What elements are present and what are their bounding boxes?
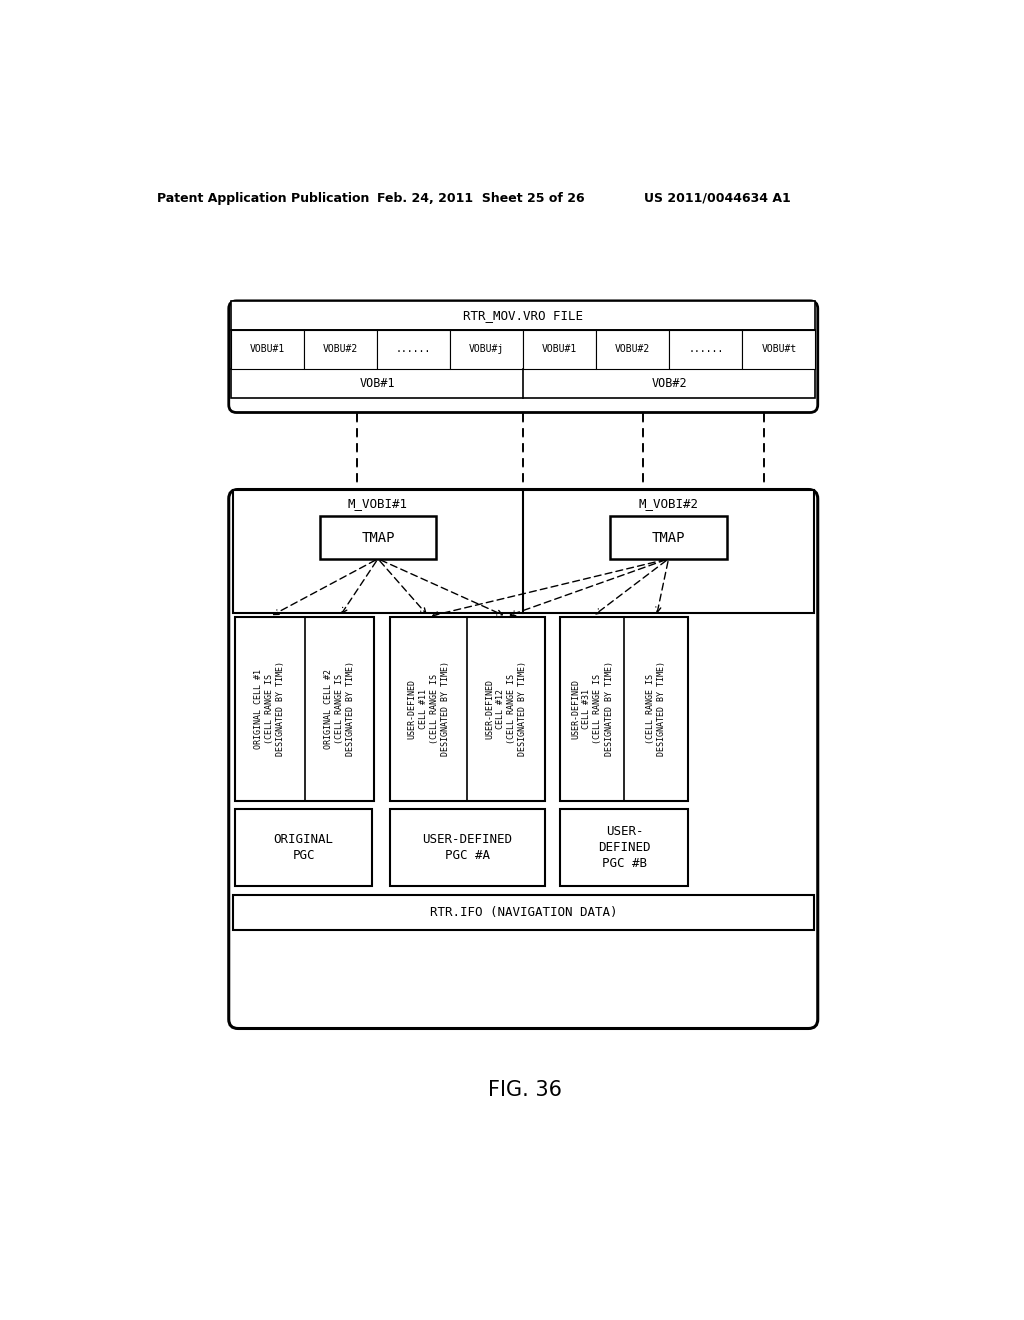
Text: TMAP: TMAP: [361, 531, 394, 545]
FancyBboxPatch shape: [228, 301, 818, 412]
Bar: [319, 516, 436, 558]
Bar: [232, 490, 814, 612]
Text: (CELL RANGE IS
DESIGNATED BY TIME): (CELL RANGE IS DESIGNATED BY TIME): [646, 661, 667, 756]
Text: VOBU#1: VOBU#1: [250, 345, 286, 354]
Text: USER-DEFINED
PGC #A: USER-DEFINED PGC #A: [423, 833, 512, 862]
Bar: [560, 616, 688, 801]
Text: Feb. 24, 2011  Sheet 25 of 26: Feb. 24, 2011 Sheet 25 of 26: [377, 191, 585, 205]
Bar: [377, 330, 451, 368]
Bar: [390, 809, 545, 886]
Bar: [670, 330, 742, 368]
Text: USER-DEFINED
CELL #12
(CELL RANGE IS
DESIGNATED BY TIME): USER-DEFINED CELL #12 (CELL RANGE IS DES…: [485, 661, 527, 756]
Bar: [523, 330, 596, 368]
Bar: [304, 330, 377, 368]
Bar: [451, 330, 523, 368]
Text: FIG. 36: FIG. 36: [487, 1080, 562, 1100]
Text: USER-
DEFINED
PGC #B: USER- DEFINED PGC #B: [598, 825, 650, 870]
Text: US 2011/0044634 A1: US 2011/0044634 A1: [644, 191, 791, 205]
Bar: [231, 330, 815, 368]
Bar: [610, 516, 727, 558]
Text: USER-DEFINED
CELL #11
(CELL RANGE IS
DESIGNATED BY TIME): USER-DEFINED CELL #11 (CELL RANGE IS DES…: [408, 661, 450, 756]
Text: RTR_MOV.VRO FILE: RTR_MOV.VRO FILE: [463, 309, 584, 322]
Text: ORIGINAL CELL #1
(CELL RANGE IS
DESIGNATED BY TIME): ORIGINAL CELL #1 (CELL RANGE IS DESIGNAT…: [254, 661, 286, 756]
Text: ORIGINAL CELL #2
(CELL RANGE IS
DESIGNATED BY TIME): ORIGINAL CELL #2 (CELL RANGE IS DESIGNAT…: [324, 661, 355, 756]
Bar: [231, 368, 815, 397]
Text: VOBU#2: VOBU#2: [615, 345, 650, 354]
Text: VOBU#2: VOBU#2: [323, 345, 358, 354]
FancyBboxPatch shape: [228, 490, 818, 1028]
Bar: [596, 330, 670, 368]
Text: TMAP: TMAP: [652, 531, 685, 545]
Bar: [231, 301, 815, 330]
Text: VOBU#t: VOBU#t: [761, 345, 797, 354]
Text: VOBU#j: VOBU#j: [469, 345, 505, 354]
Bar: [390, 616, 545, 801]
Bar: [231, 330, 304, 368]
Text: USER-DEFINED
CELL #31
(CELL RANGE IS
DESIGNATED BY TIME): USER-DEFINED CELL #31 (CELL RANGE IS DES…: [571, 661, 613, 756]
Bar: [232, 895, 814, 929]
Text: ......: ......: [396, 345, 431, 354]
Bar: [234, 809, 372, 886]
Text: Patent Application Publication: Patent Application Publication: [158, 191, 370, 205]
Bar: [742, 330, 815, 368]
Text: M_VOBI#2: M_VOBI#2: [639, 496, 698, 510]
Text: ......: ......: [688, 345, 724, 354]
Text: VOB#2: VOB#2: [651, 376, 687, 389]
Bar: [560, 809, 688, 886]
Text: VOB#1: VOB#1: [359, 376, 395, 389]
Text: ORIGINAL
PGC: ORIGINAL PGC: [273, 833, 334, 862]
Text: M_VOBI#1: M_VOBI#1: [348, 496, 408, 510]
Bar: [234, 616, 375, 801]
Text: VOBU#1: VOBU#1: [542, 345, 578, 354]
Text: RTR.IFO (NAVIGATION DATA): RTR.IFO (NAVIGATION DATA): [429, 906, 617, 919]
